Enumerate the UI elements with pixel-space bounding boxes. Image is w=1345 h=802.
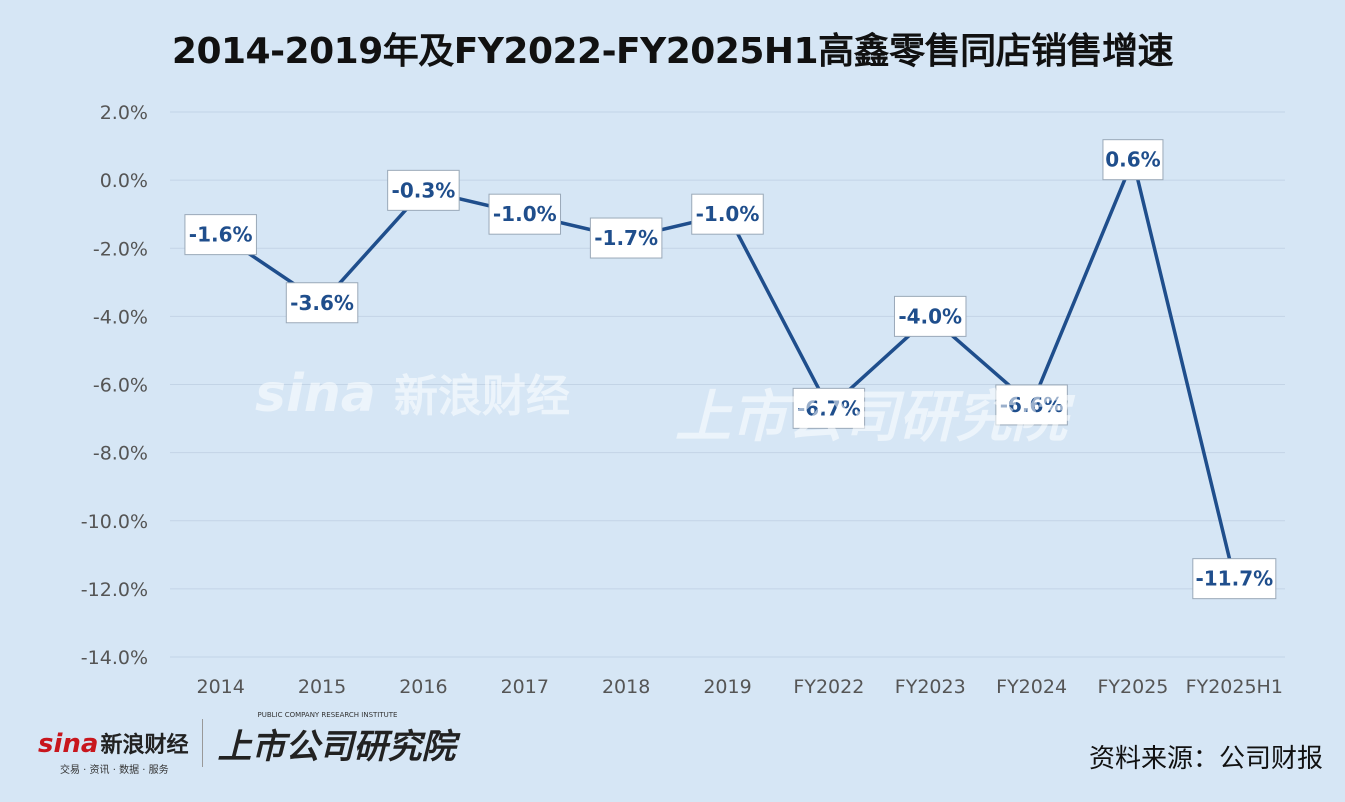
data-label: -6.7% xyxy=(792,387,866,429)
data-label-text: -0.3% xyxy=(392,178,456,202)
y-tick-label: -10.0% xyxy=(81,511,148,533)
data-label-text: -1.7% xyxy=(594,226,658,250)
data-label-box xyxy=(184,214,257,256)
data-label-text: -6.7% xyxy=(797,396,861,420)
y-tick-label: -14.0% xyxy=(81,647,148,669)
data-label-box xyxy=(995,384,1068,426)
data-label-text: -1.0% xyxy=(493,202,557,226)
x-tick-label: 2017 xyxy=(501,676,549,698)
data-label: -11.7% xyxy=(1192,558,1277,600)
y-tick-label: -6.0% xyxy=(93,375,148,397)
data-label-box xyxy=(893,295,967,337)
data-label-text: -3.6% xyxy=(290,291,354,315)
y-tick-label: -4.0% xyxy=(93,306,148,328)
data-label: -1.7% xyxy=(589,217,663,259)
data-label-box xyxy=(1192,558,1277,600)
data-label-box xyxy=(387,169,460,211)
data-label-box xyxy=(792,387,866,429)
data-label-text: -1.0% xyxy=(696,202,760,226)
institute-logo-en: PUBLIC COMPANY RESEARCH INSTITUTE xyxy=(257,710,398,719)
sina-logo-mark: sina xyxy=(38,729,99,759)
source-note: 资料来源：公司财报 xyxy=(1088,744,1323,774)
data-label-text: -11.7% xyxy=(1195,567,1273,591)
data-label: -1.0% xyxy=(488,193,562,235)
data-label: -4.0% xyxy=(893,295,967,337)
data-label: 0.6% xyxy=(1102,139,1164,181)
sina-logo-name: 新浪财经 xyxy=(100,733,189,758)
y-tick-label: -12.0% xyxy=(81,579,148,601)
institute-logo: PUBLIC COMPANY RESEARCH INSTITUTE 上市公司研究… xyxy=(217,711,456,768)
data-label-text: 0.6% xyxy=(1105,148,1160,172)
data-label: -0.3% xyxy=(387,169,460,211)
y-tick-label: -2.0% xyxy=(93,238,148,260)
data-label-text: -1.6% xyxy=(189,223,253,247)
y-tick-label: -8.0% xyxy=(93,443,148,465)
data-label-text: -6.6% xyxy=(1000,393,1064,417)
logo-divider xyxy=(202,719,204,767)
x-tick-label: FY2025 xyxy=(1098,676,1169,698)
x-tick-label: 2019 xyxy=(703,676,751,698)
institute-logo-name: 上市公司研究院 xyxy=(217,726,456,767)
x-tick-label: 2016 xyxy=(399,676,447,698)
footer-logo: sina 新浪财经 交易 · 资讯 · 数据 · 服务 PUBLIC COMPA… xyxy=(38,711,456,777)
sina-logo-subtitle: 交易 · 资讯 · 数据 · 服务 xyxy=(60,765,169,776)
x-tick-label: FY2024 xyxy=(996,676,1067,698)
data-label-box xyxy=(1102,139,1164,181)
sina-finance-logo: sina 新浪财经 交易 · 资讯 · 数据 · 服务 xyxy=(38,727,189,776)
data-label-box xyxy=(691,193,764,235)
x-tick-label: FY2025H1 xyxy=(1186,676,1283,698)
chart-title: 2014-2019年及FY2022-FY2025H1高鑫零售同店销售增速 xyxy=(171,31,1174,72)
y-tick-label: 0.0% xyxy=(100,170,148,192)
data-label: -3.6% xyxy=(285,282,359,324)
data-label-text: -4.0% xyxy=(898,304,962,328)
y-tick-label: 2.0% xyxy=(100,102,148,124)
data-label: -1.0% xyxy=(691,193,764,235)
data-label-box xyxy=(285,282,359,324)
data-label: -1.6% xyxy=(184,214,257,256)
data-label: -6.6% xyxy=(995,384,1068,426)
data-label-box xyxy=(488,193,562,235)
x-tick-label: 2018 xyxy=(602,676,650,698)
x-tick-label: 2015 xyxy=(298,676,346,698)
x-tick-label: FY2022 xyxy=(793,676,864,698)
x-tick-label: 2014 xyxy=(197,676,245,698)
x-tick-label: FY2023 xyxy=(895,676,966,698)
data-label-box xyxy=(589,217,663,259)
